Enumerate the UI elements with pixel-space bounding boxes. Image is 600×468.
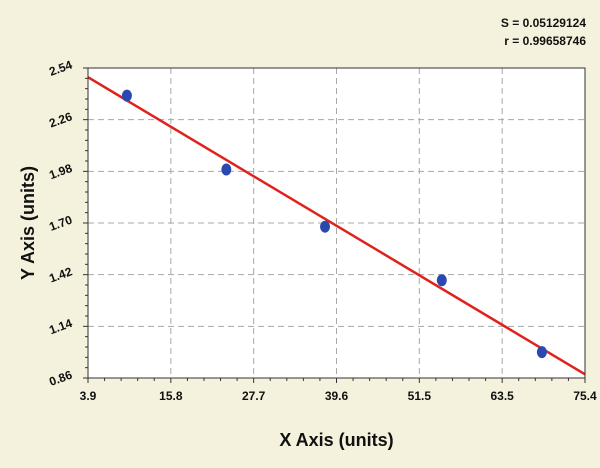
- data-point: [121, 89, 132, 102]
- y-axis-title: Y Axis (units): [18, 166, 38, 280]
- x-tick-label: 3.9: [80, 389, 97, 403]
- stat-r-value: r = 0.99658746: [504, 34, 586, 48]
- x-tick-label: 39.6: [325, 389, 349, 403]
- y-tick-label: 1.42: [47, 264, 74, 285]
- x-tick-label: 63.5: [490, 389, 514, 403]
- x-tick-label: 51.5: [408, 389, 432, 403]
- y-tick-label: 1.14: [47, 316, 74, 337]
- plot-border: [87, 67, 586, 379]
- data-points: [121, 89, 547, 359]
- data-point: [436, 274, 447, 287]
- x-axis-title: X Axis (units): [279, 430, 393, 450]
- data-point: [536, 346, 547, 359]
- stat-s-value: S = 0.05129124: [500, 16, 586, 30]
- data-point: [221, 163, 232, 176]
- axis-ticks: [83, 67, 586, 383]
- y-tick-label: 2.26: [47, 109, 74, 130]
- grid-lines: [88, 68, 585, 378]
- x-tick-label: 27.7: [242, 389, 266, 403]
- y-tick-label: 1.70: [47, 213, 74, 234]
- fit-line: [87, 76, 586, 376]
- data-point: [320, 220, 331, 233]
- x-tick-label: 75.4: [573, 389, 597, 403]
- y-tick-label: 0.86: [47, 368, 74, 389]
- y-tick-label: 1.98: [47, 161, 74, 182]
- x-tick-label: 15.8: [159, 389, 183, 403]
- y-tick-label: 2.54: [47, 58, 74, 79]
